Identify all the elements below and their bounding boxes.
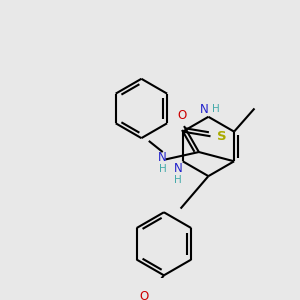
Text: N: N [174,162,182,175]
Text: N: N [200,103,209,116]
Text: O: O [140,290,149,300]
Text: H: H [159,164,167,174]
Text: S: S [217,130,226,143]
Text: H: H [174,175,182,185]
Text: H: H [212,104,220,114]
Text: O: O [178,110,187,122]
Text: N: N [158,151,167,164]
